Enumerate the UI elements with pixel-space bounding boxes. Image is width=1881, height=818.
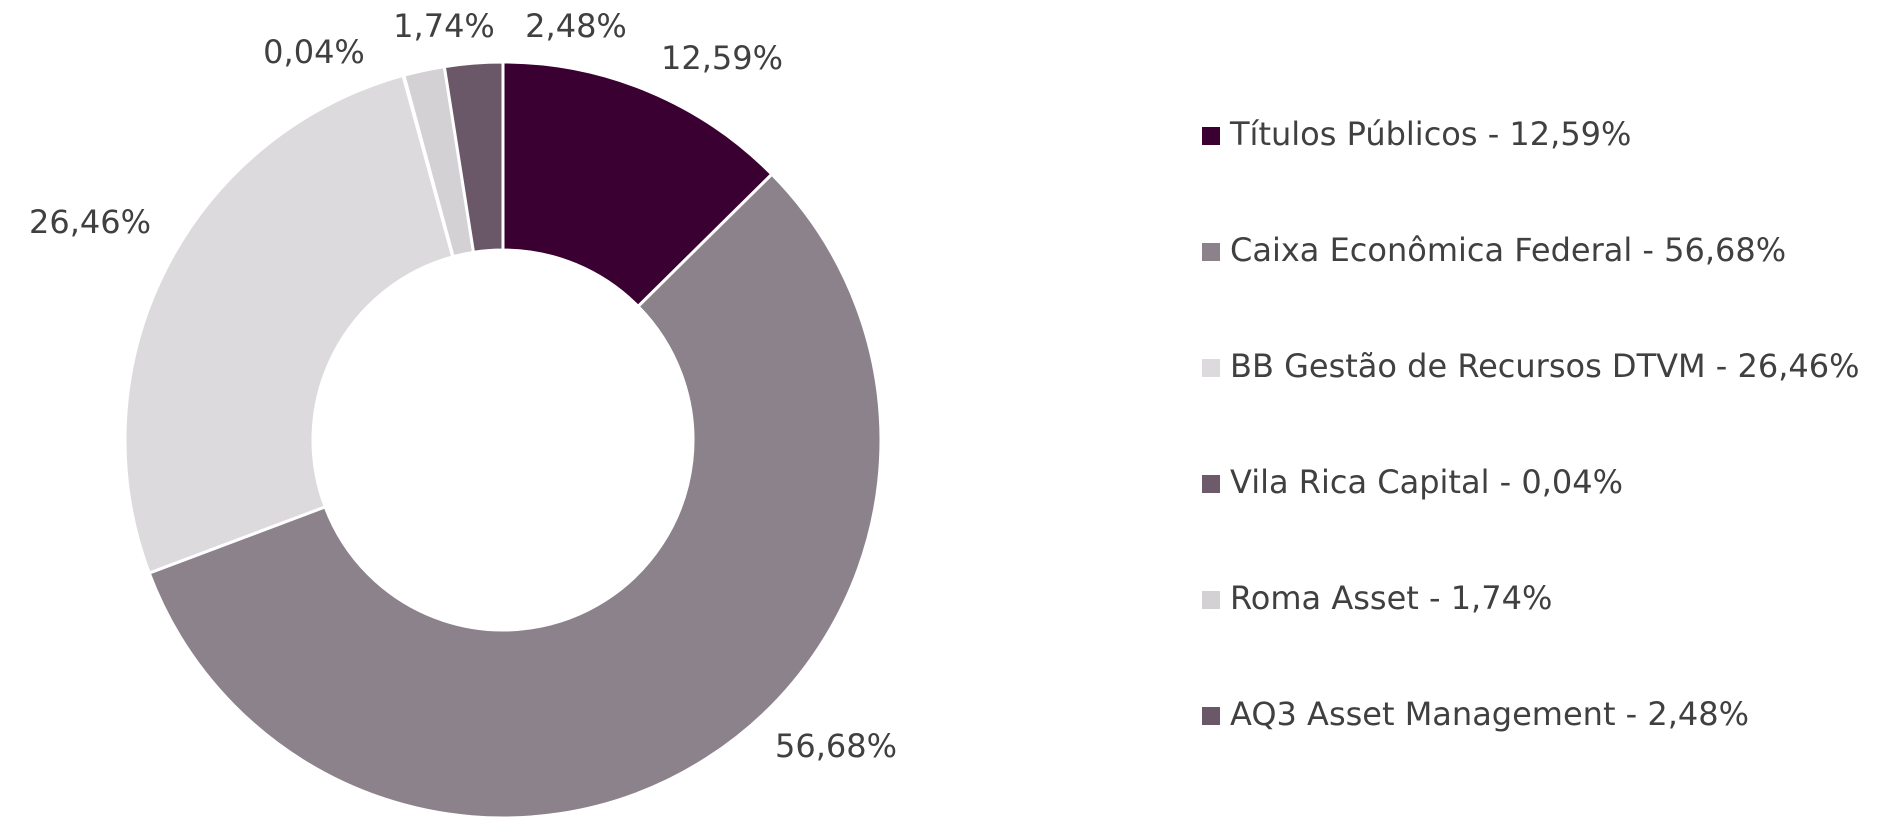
data-label: 2,48% bbox=[525, 7, 627, 45]
legend-label: Títulos Públicos - 12,59% bbox=[1229, 115, 1631, 153]
data-label: 0,04% bbox=[263, 33, 365, 71]
donut-slice bbox=[501, 60, 774, 309]
data-label: 56,68% bbox=[775, 727, 897, 765]
legend-swatch bbox=[1202, 243, 1220, 261]
legend-label: AQ3 Asset Management - 2,48% bbox=[1230, 695, 1749, 733]
legend-swatch bbox=[1202, 475, 1220, 493]
legend-swatch bbox=[1202, 127, 1220, 145]
data-label: 12,59% bbox=[661, 39, 783, 77]
data-label: 26,46% bbox=[29, 203, 151, 241]
legend-swatch bbox=[1202, 359, 1220, 377]
legend-label: Vila Rica Capital - 0,04% bbox=[1230, 463, 1623, 501]
donut-slice bbox=[147, 172, 883, 818]
legend-label: Roma Asset - 1,74% bbox=[1230, 579, 1552, 617]
legend-label: Caixa Econômica Federal - 56,68% bbox=[1230, 231, 1786, 269]
legend-swatch bbox=[1202, 591, 1220, 609]
donut-slice bbox=[442, 60, 505, 255]
legend-label: BB Gestão de Recursos DTVM - 26,46% bbox=[1230, 347, 1860, 385]
donut-slice bbox=[123, 73, 455, 575]
data-label: 1,74% bbox=[393, 7, 495, 45]
legend-swatch bbox=[1202, 707, 1220, 725]
